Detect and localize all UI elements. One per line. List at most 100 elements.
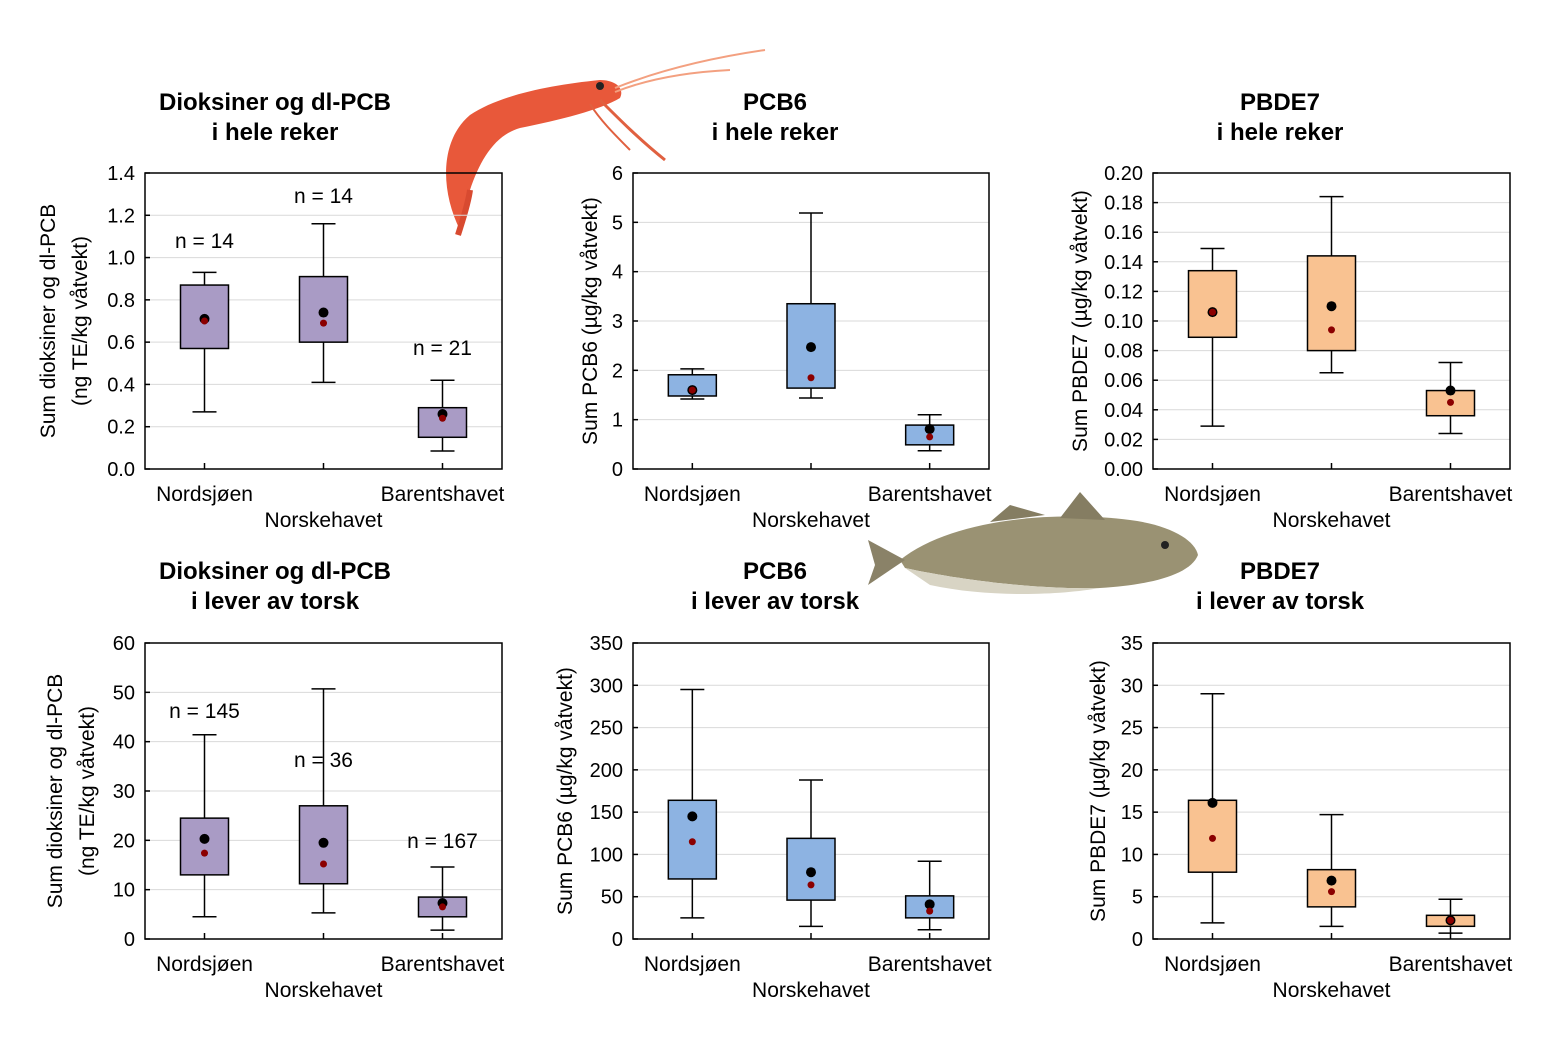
x-category-label: Norskehavet (752, 509, 870, 532)
red-dot-marker (320, 860, 327, 868)
y-tick-label: 250 (590, 718, 623, 740)
y-tick-label: 0.02 (1104, 429, 1143, 451)
red-dot-marker (1209, 834, 1216, 842)
box-nordsjøen (1187, 692, 1238, 924)
y-tick-label: 0.2 (107, 417, 135, 439)
x-category-label: Nordsjøen (644, 953, 741, 976)
y-tick-label: 3 (612, 311, 623, 333)
red-dot-marker (1447, 398, 1454, 406)
chart-panel: 0.00 0.02 0.04 0.06 0.08 0.10 0.12 0.14 0.16 0.18… (1069, 89, 1513, 532)
y-tick-label: 10 (113, 880, 135, 902)
sample-size-label: n = 14 (175, 230, 234, 253)
y-tick-label: 20 (113, 830, 135, 852)
x-category-label: Nordsjøen (1164, 483, 1261, 506)
box-nordsjøen (179, 271, 230, 413)
box-nordsjøen (667, 368, 718, 400)
sample-size-label: n = 145 (169, 700, 240, 723)
x-category-label: Norskehavet (1273, 979, 1391, 1002)
x-category-label: Nordsjøen (156, 953, 253, 976)
y-tick-label: 0.08 (1104, 341, 1143, 363)
y-tick-label: 50 (113, 682, 135, 704)
y-tick-label: 2 (612, 360, 623, 382)
red-dot-marker (1328, 888, 1335, 896)
y-tick-label: 0.12 (1104, 281, 1143, 303)
chart-panel: 0 5 10 15 20 25 30 35 PBDE7 i lever av torsk Sum P… (1087, 558, 1513, 1002)
y-tick-label: 30 (1121, 675, 1143, 697)
y-tick-label: 50 (601, 887, 623, 909)
y-axis-label: Sum PBDE7 (µg/kg våtvekt) (1087, 660, 1110, 922)
chart-panel: 0 50 100 150 200 250 300 350 PCB6 i lever av tors… (554, 558, 992, 1002)
x-category-label: Barentshavet (1389, 953, 1513, 976)
red-dot-marker (807, 374, 815, 382)
x-category-label: Nordsjøen (156, 483, 253, 506)
y-axis-label: Sum PCB6 (µg/kg våtvekt) (554, 667, 577, 915)
red-dot-marker (1447, 916, 1454, 924)
y-tick-label: 0.4 (107, 374, 135, 396)
x-category-label: Barentshavet (381, 483, 505, 506)
red-dot-marker (688, 838, 696, 846)
chart-title: Dioksiner og dl-PCB (159, 89, 391, 116)
box-barentshavet (417, 379, 468, 452)
y-tick-label: 0 (612, 929, 623, 951)
cod-fish-illustration (868, 492, 1198, 594)
x-category-label: Norskehavet (1273, 509, 1391, 532)
box-iqr (786, 837, 836, 901)
red-dot-marker (688, 386, 696, 394)
y-tick-label: 20 (1121, 760, 1143, 782)
y-tick-label: 0.06 (1104, 370, 1143, 392)
box-norskehavet (786, 779, 836, 928)
box-barentshavet (904, 413, 955, 452)
y-tick-label: 0.16 (1104, 222, 1143, 244)
sample-size-label: n = 36 (294, 749, 353, 772)
red-dot-marker (320, 319, 327, 327)
y-axis-label: Sum dioksiner og dl-PCB (44, 674, 67, 909)
y-tick-label: 200 (590, 760, 623, 782)
black-dot-marker (1326, 301, 1337, 312)
box-norskehavet (298, 222, 349, 384)
y-tick-label: 15 (1121, 802, 1143, 824)
x-category-label: Barentshavet (868, 953, 992, 976)
red-dot-marker (1209, 308, 1216, 316)
chart-title: PCB6 (743, 89, 807, 116)
box-iqr (1187, 269, 1238, 339)
box-barentshavet (904, 860, 955, 931)
chart-title: i hele reker (712, 119, 839, 146)
y-tick-label: 0.00 (1104, 459, 1143, 481)
black-dot-marker (1445, 385, 1456, 396)
y-tick-label: 25 (1121, 718, 1143, 740)
chart-title: i lever av torsk (691, 588, 860, 615)
chart-panel: 0 1 2 3 4 5 6 PCB6 i hele reker Sum PCB6 (µg/kg v… (579, 89, 992, 532)
box-norskehavet (298, 688, 349, 914)
red-dot-marker (201, 317, 208, 325)
black-dot-marker (806, 867, 816, 878)
box-barentshavet (417, 866, 468, 931)
box-barentshavet (1425, 898, 1476, 934)
chart-title: Dioksiner og dl-PCB (159, 558, 391, 585)
y-tick-label: 0 (612, 459, 623, 481)
x-category-label: Barentshavet (868, 483, 992, 506)
black-dot-marker (687, 811, 698, 822)
y-axis-label: Sum PBDE7 (µg/kg våtvekt) (1069, 190, 1092, 452)
x-category-label: Barentshavet (1389, 483, 1513, 506)
black-dot-marker (199, 833, 210, 844)
red-dot-marker (926, 433, 934, 441)
chart-title: i hele reker (1217, 119, 1344, 146)
y-tick-label: 5 (1132, 887, 1143, 909)
chart-title: PCB6 (743, 558, 807, 585)
y-tick-label: 0.0 (107, 459, 135, 481)
chart-title: PBDE7 (1240, 558, 1320, 585)
y-tick-label: 300 (590, 675, 623, 697)
x-category-label: Nordsjøen (644, 483, 741, 506)
box-nordsjøen (667, 688, 718, 919)
y-tick-label: 1 (612, 410, 623, 432)
box-iqr (179, 817, 230, 876)
red-dot-marker (439, 903, 446, 911)
y-tick-label: 0.6 (107, 332, 135, 354)
y-axis-label: (ng TE/kg våtvekt) (76, 706, 99, 876)
x-category-label: Norskehavet (265, 509, 383, 532)
black-dot-marker (318, 307, 329, 318)
box-nordsjøen (1187, 247, 1238, 427)
black-dot-marker (318, 837, 329, 848)
red-dot-marker (201, 849, 208, 857)
